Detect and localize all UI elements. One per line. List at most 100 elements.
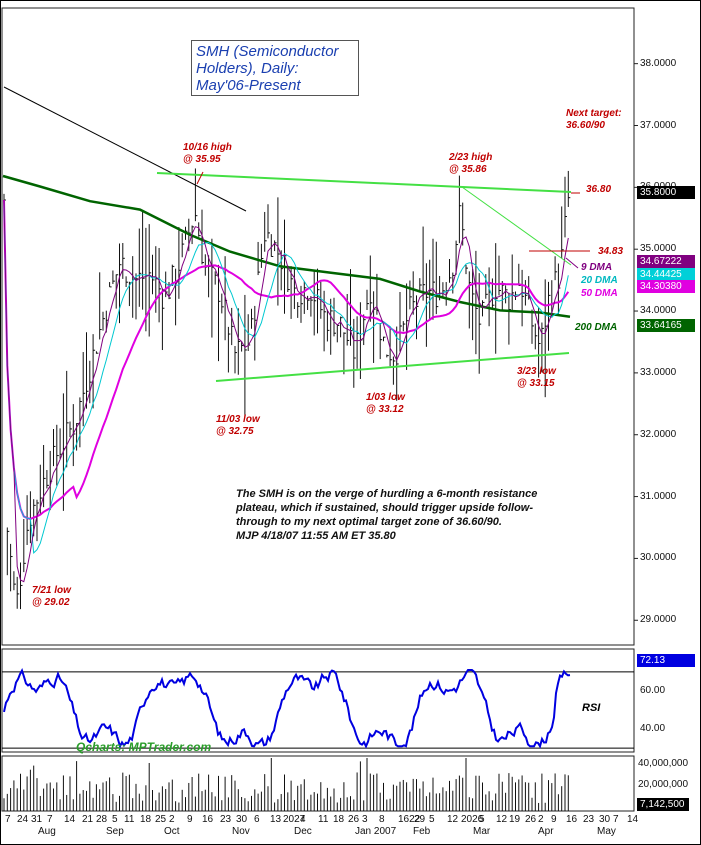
- chart-title-line-3: May'06-Present: [196, 77, 301, 94]
- series-line-50-dma: [3, 199, 570, 520]
- annotation-text: @ 35.95: [183, 154, 221, 165]
- annotation-text: 11/03 low: [216, 414, 260, 425]
- annotation-text: @ 29.02: [32, 597, 70, 608]
- rsi-tick-label: 60.00: [640, 684, 666, 696]
- annotation-text: 7/21 low: [32, 585, 71, 596]
- x-tick-label: 29: [414, 814, 426, 825]
- chart-title: SMH (Semiconductor Holders), Daily: May'…: [191, 40, 359, 96]
- x-tick-label: 6: [254, 814, 260, 825]
- series-line-9-dma: [3, 199, 569, 583]
- x-month-label: Mar: [473, 826, 491, 837]
- x-tick-label: 13: [270, 814, 282, 825]
- price-tick-label: 29.0000: [640, 614, 677, 626]
- rsi-tick-label: 40.00: [640, 723, 666, 735]
- x-tick-label: 7: [47, 814, 53, 825]
- label-9-dma: 9 DMA: [581, 262, 613, 273]
- commentary-line: MJP 4/18/07 11:55 AM ET 35.80: [236, 530, 396, 542]
- annotation-text: @ 33.15: [517, 378, 555, 389]
- annotation-text: 10/16 high: [183, 142, 232, 153]
- price-tick-label: 32.0000: [640, 428, 677, 440]
- rsi-line: [3, 667, 571, 749]
- value-box-9-dma: 34.67222: [637, 255, 695, 268]
- x-tick-label: 8: [379, 814, 385, 825]
- label-20-dma: 20 DMA: [581, 275, 618, 286]
- credit-text: Qcharts: MPTrader.com: [76, 740, 212, 754]
- price-tick-label: 31.0000: [640, 490, 677, 502]
- commentary-line: The SMH is on the verge of hurdling a 6-…: [236, 488, 538, 500]
- x-tick-label: 30: [236, 814, 248, 825]
- x-tick-label: 11: [124, 814, 135, 825]
- x-tick-label: 2026: [461, 814, 484, 825]
- chart-title-line-1: SMH (Semiconductor: [196, 43, 339, 60]
- x-month-label: Sep: [106, 826, 124, 837]
- annotation-level-3680: 36.80: [586, 184, 612, 195]
- x-tick-label: 24: [17, 814, 29, 825]
- x-tick-label: 30: [599, 814, 611, 825]
- x-tick-label: 18: [140, 814, 152, 825]
- annotation-text: 3/23 low: [517, 366, 556, 377]
- x-month-label: Oct: [164, 826, 180, 837]
- annotation-text: 36.60/90: [566, 120, 605, 131]
- x-tick-label: 5: [479, 814, 485, 825]
- value-box-rsi: 72.13: [637, 654, 695, 667]
- price-tick-label: 33.0000: [640, 366, 677, 378]
- x-tick-label: 28: [96, 814, 108, 825]
- annotation-low-103: 1/03 low @ 33.12: [366, 392, 405, 416]
- x-month-label: Dec: [294, 826, 312, 837]
- x-tick-label: 16: [202, 814, 214, 825]
- resistance-line: [156, 172, 572, 193]
- x-tick-label: 23: [220, 814, 232, 825]
- trendline-minor: [461, 186, 572, 266]
- value-box-20-dma: 34.44425: [637, 268, 695, 281]
- x-tick-label: 19: [509, 814, 521, 825]
- annotation-low-323: 3/23 low @ 33.15: [517, 366, 556, 390]
- x-tick-label: 5: [429, 814, 435, 825]
- annotation-level-3483: 34.83: [598, 246, 624, 257]
- rsi-label: RSI: [582, 702, 601, 714]
- x-tick-label: 26: [525, 814, 537, 825]
- price-tick-label: 37.0000: [640, 119, 677, 131]
- x-tick-label: 2027: [283, 814, 306, 825]
- x-tick-label: 16: [566, 814, 578, 825]
- x-tick-label: 12: [496, 814, 508, 825]
- annotation-text: Next target:: [566, 108, 622, 119]
- volume-tick-label: 20,000,000: [638, 779, 689, 790]
- x-tick-label: 9: [551, 814, 557, 825]
- label-200-dma: 200 DMA: [575, 322, 618, 333]
- series-line-200-dma: [2, 174, 571, 318]
- x-tick-label: 23: [583, 814, 595, 825]
- annotation-text: @ 33.12: [366, 404, 404, 415]
- x-tick-label: 7: [5, 814, 11, 825]
- x-tick-label: 2: [169, 814, 175, 825]
- x-tick-label: 14: [64, 814, 76, 825]
- x-tick-label: 21: [82, 814, 94, 825]
- series-line-20-dma: [3, 199, 569, 554]
- x-tick-label: 26: [348, 814, 360, 825]
- value-box-price: 35.8000: [637, 186, 695, 199]
- volume-tick-label: 40,000,000: [638, 758, 689, 769]
- commentary-line: plateau, which if sustained, should trig…: [236, 502, 534, 514]
- x-month-label: Aug: [38, 826, 56, 837]
- x-month-label: Feb: [413, 826, 431, 837]
- x-tick-label: 1622: [398, 814, 421, 825]
- x-tick-label: 3: [362, 814, 368, 825]
- x-tick-label: 25: [155, 814, 167, 825]
- annotation-text: 2/23 high: [449, 152, 493, 163]
- price-tick-label: 38.0000: [640, 57, 677, 69]
- annotation-text: @ 32.75: [216, 426, 254, 437]
- label-50-dma: 50 DMA: [581, 288, 618, 299]
- x-month-label: May: [597, 826, 616, 837]
- x-tick-label: 7: [613, 814, 619, 825]
- annotation-high-1016: 10/16 high @ 35.95: [183, 142, 232, 166]
- x-tick-label: 14: [627, 814, 639, 825]
- x-tick-label: 31: [31, 814, 43, 825]
- annotation-text: @ 35.86: [449, 164, 487, 175]
- annotation-high-223: 2/23 high @ 35.86: [449, 152, 492, 176]
- annotation-text: 1/03 low: [366, 392, 405, 403]
- trendline-down: [3, 86, 247, 212]
- x-tick-label: 9: [187, 814, 193, 825]
- price-tick-label: 34.0000: [640, 305, 677, 317]
- x-month-label: Nov: [232, 826, 250, 837]
- price-tick-label: 35.0000: [640, 243, 677, 255]
